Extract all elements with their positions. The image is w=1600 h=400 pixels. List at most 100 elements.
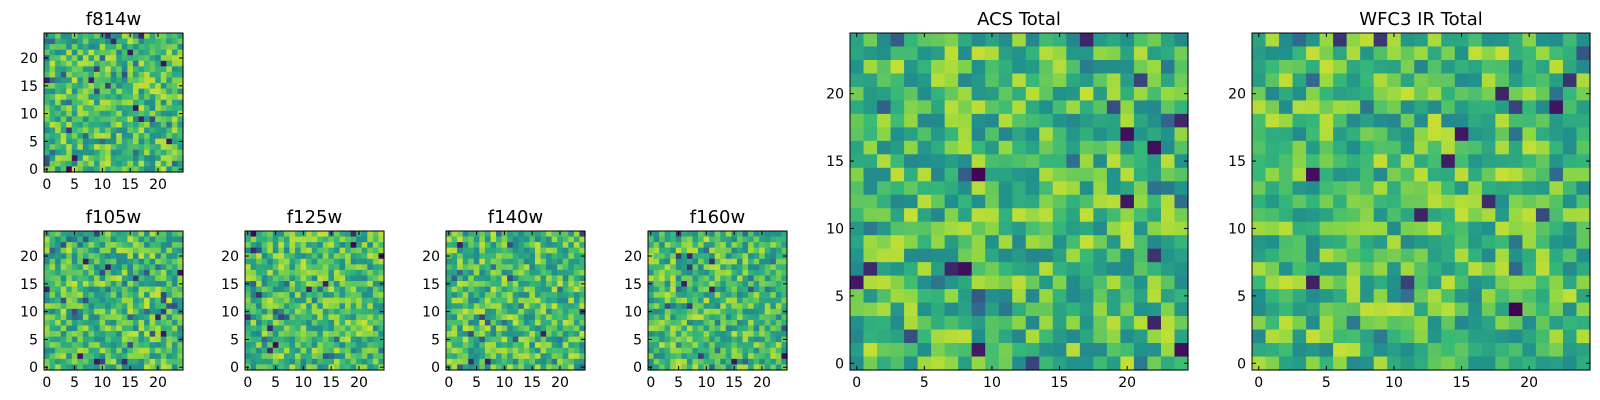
heatmap-cell (890, 154, 905, 169)
heatmap-cell (714, 308, 721, 315)
heatmap-cell (496, 286, 503, 293)
heatmap-cell (1387, 181, 1402, 196)
heatmap-cell (944, 100, 959, 115)
heatmap-cell (731, 247, 738, 254)
heatmap-cell (77, 325, 84, 332)
heatmap-cell (144, 149, 151, 156)
heatmap-cell (166, 331, 173, 338)
heatmap-cell (110, 308, 117, 315)
heatmap-cell (289, 292, 296, 299)
heatmap-cell (350, 342, 357, 349)
heatmap-cell (66, 49, 73, 56)
heatmap-cell (1079, 86, 1094, 101)
heatmap-cell (121, 297, 128, 304)
heatmap-cell (468, 242, 475, 249)
heatmap-cell (1441, 100, 1456, 115)
heatmap-cell (1414, 33, 1429, 48)
heatmap-cell (1025, 248, 1040, 263)
heatmap-cell (372, 286, 380, 293)
heatmap-cell (985, 100, 1000, 115)
heatmap-cell (77, 314, 84, 321)
heatmap-cell (692, 303, 699, 310)
heatmap-cell (82, 66, 90, 73)
heatmap-cell (1265, 33, 1280, 48)
heatmap-cell (579, 258, 586, 265)
heatmap-cell (127, 342, 134, 349)
heatmap-cell (116, 38, 123, 45)
heatmap-cell (1562, 86, 1578, 101)
heatmap-cell (1079, 100, 1094, 115)
heatmap-cell (127, 155, 134, 162)
heatmap-cell (99, 275, 106, 282)
heatmap-cell (1360, 127, 1375, 142)
heatmap-cell (1133, 275, 1149, 290)
heatmap-cell (1562, 329, 1578, 344)
heatmap-cell (138, 286, 145, 293)
heatmap-cell (345, 258, 352, 265)
heatmap-cell (759, 247, 766, 254)
heatmap-cell (518, 281, 525, 288)
heatmap-cell (904, 73, 919, 88)
heatmap-cell (501, 331, 508, 338)
heatmap-cell (99, 160, 106, 168)
heatmap-cell (568, 319, 575, 327)
heatmap-cell (49, 269, 56, 277)
heatmap-cell (759, 269, 766, 277)
heatmap-cell (66, 149, 73, 156)
heatmap-cell (267, 331, 274, 338)
heatmap-cell (256, 336, 263, 343)
heatmap-cell (1252, 113, 1267, 128)
heatmap-cell (890, 33, 905, 48)
heatmap-cell (245, 269, 252, 277)
heatmap-cell (1292, 59, 1307, 75)
heatmap-cell (283, 308, 291, 315)
heatmap-cell (88, 149, 95, 156)
y-tick-label: 10 (20, 107, 38, 123)
heatmap-cell (1265, 46, 1280, 61)
heatmap-cell (451, 297, 458, 304)
heatmap-cell (540, 236, 547, 243)
axes-frame (43, 230, 184, 371)
heatmap-cell (256, 258, 263, 265)
heatmap-cell (328, 347, 335, 354)
heatmap-cell (105, 155, 112, 162)
heatmap-cell (132, 144, 140, 151)
heatmap-cell (149, 133, 156, 140)
heatmap-cell (361, 281, 368, 288)
heatmap-cell (648, 314, 655, 321)
heatmap-cell (88, 342, 95, 349)
heatmap-cell (709, 303, 716, 310)
heatmap-cell (985, 275, 1000, 290)
heatmap-cell (1133, 59, 1149, 75)
heatmap-cell (121, 33, 128, 40)
heatmap-cell (557, 242, 564, 249)
heatmap-cell (985, 316, 1000, 331)
heatmap-cell (759, 319, 766, 327)
heatmap-cell (71, 253, 78, 260)
heatmap-cell (698, 292, 705, 299)
heatmap-cell (1373, 329, 1388, 344)
heatmap-cell (664, 347, 671, 354)
heatmap-cell (177, 242, 184, 249)
heatmap-cell (1066, 46, 1081, 61)
heatmap-cell (66, 105, 73, 112)
heatmap-cell (94, 138, 101, 145)
heatmap-cell (1562, 167, 1578, 182)
heatmap-cell (121, 60, 128, 67)
heatmap-cell (372, 342, 380, 349)
heatmap-cell (890, 235, 905, 250)
heatmap-cell (49, 77, 56, 84)
heatmap-cell (1549, 127, 1564, 142)
heatmap-cell (166, 49, 173, 56)
heatmap-cell (44, 99, 51, 106)
heatmap-cell (1279, 221, 1294, 236)
heatmap-cell (261, 308, 268, 315)
heatmap-cell (736, 314, 744, 321)
heatmap-cell (121, 127, 128, 134)
heatmap-cell (71, 160, 78, 168)
heatmap-cell (267, 308, 274, 315)
heatmap-cell (283, 264, 291, 271)
heatmap-cell (372, 258, 380, 265)
heatmap-cell (1468, 343, 1483, 358)
heatmap-cell (1454, 329, 1469, 344)
